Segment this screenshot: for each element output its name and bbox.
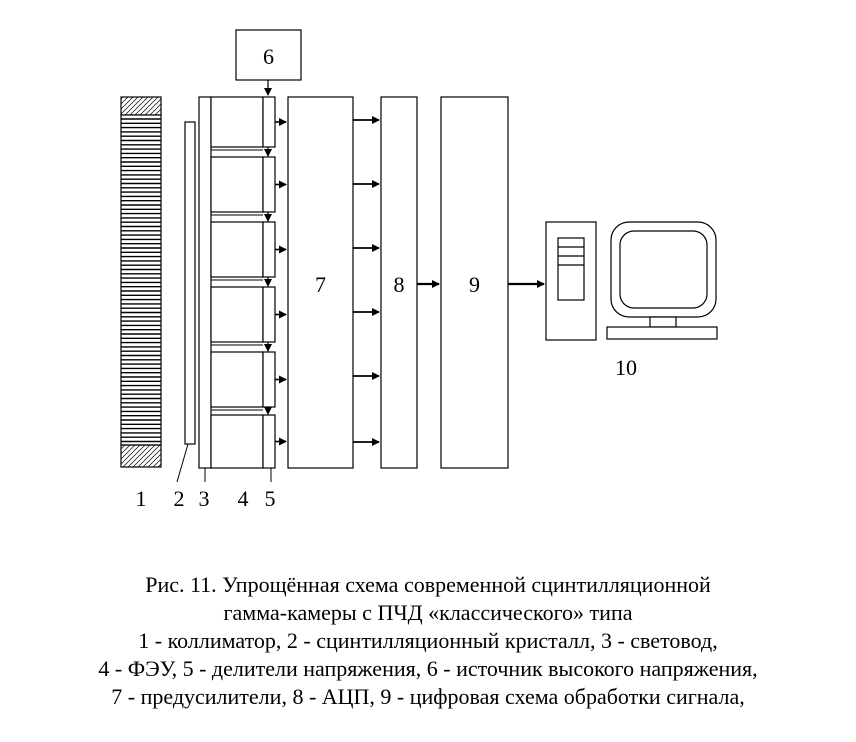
label-6: 6: [263, 44, 274, 69]
pmt: [210, 156, 264, 213]
collimator: [120, 96, 162, 468]
pmt: [210, 414, 264, 469]
caption-legend-line-3: 7 - предусилители, 8 - АЦП, 9 - цифровая…: [111, 684, 745, 709]
voltage-divider: [262, 286, 276, 343]
label-4: 4: [238, 486, 249, 511]
scintillation-crystal: [184, 121, 196, 445]
label-8: 8: [394, 272, 405, 297]
monitor-screen: [619, 230, 708, 309]
caption-legend-line-1: 1 - коллиматор, 2 - сцинтилляционный кри…: [138, 628, 718, 653]
drive-bay: [557, 237, 585, 301]
pmt: [210, 286, 264, 343]
preamplifiers-block: [287, 96, 354, 469]
monitor-stand: [649, 316, 677, 328]
figure-caption: Рис. 11. Упрощённая схема современной сц…: [0, 571, 856, 711]
adc-block: [380, 96, 418, 469]
label-5: 5: [265, 486, 276, 511]
monitor-base: [606, 326, 718, 340]
pmt: [210, 221, 264, 278]
leader-2: [176, 443, 189, 483]
voltage-divider: [262, 414, 276, 469]
computer: [545, 221, 718, 341]
light-guide: [198, 96, 212, 469]
pmt-array: [210, 96, 287, 469]
voltage-divider: [262, 351, 276, 408]
digital-processing-block: [440, 96, 509, 469]
pmt: [210, 96, 264, 148]
caption-legend-line-2: 4 - ФЭУ, 5 - делители напряжения, 6 - ис…: [98, 656, 758, 681]
pmt: [210, 351, 264, 408]
label-2: 2: [174, 486, 185, 511]
high-voltage-source: [235, 29, 302, 81]
collimator-septa: [121, 118, 161, 443]
gamma-camera-diagram: 6 7 8 9 10 1 2 3 4 5: [120, 29, 718, 511]
voltage-divider: [262, 96, 276, 148]
caption-title-line-2: гамма-камеры с ПЧД «классического» типа: [223, 600, 633, 625]
label-1: 1: [136, 486, 147, 511]
label-10: 10: [615, 355, 637, 380]
label-7: 7: [315, 272, 326, 297]
voltage-divider: [262, 156, 276, 213]
label-9: 9: [469, 272, 480, 297]
preamp-to-adc-arrows: [353, 116, 380, 446]
caption-title-line-1: Рис. 11. Упрощённая схема современной сц…: [145, 572, 711, 597]
voltage-divider: [262, 221, 276, 278]
label-3: 3: [199, 486, 210, 511]
